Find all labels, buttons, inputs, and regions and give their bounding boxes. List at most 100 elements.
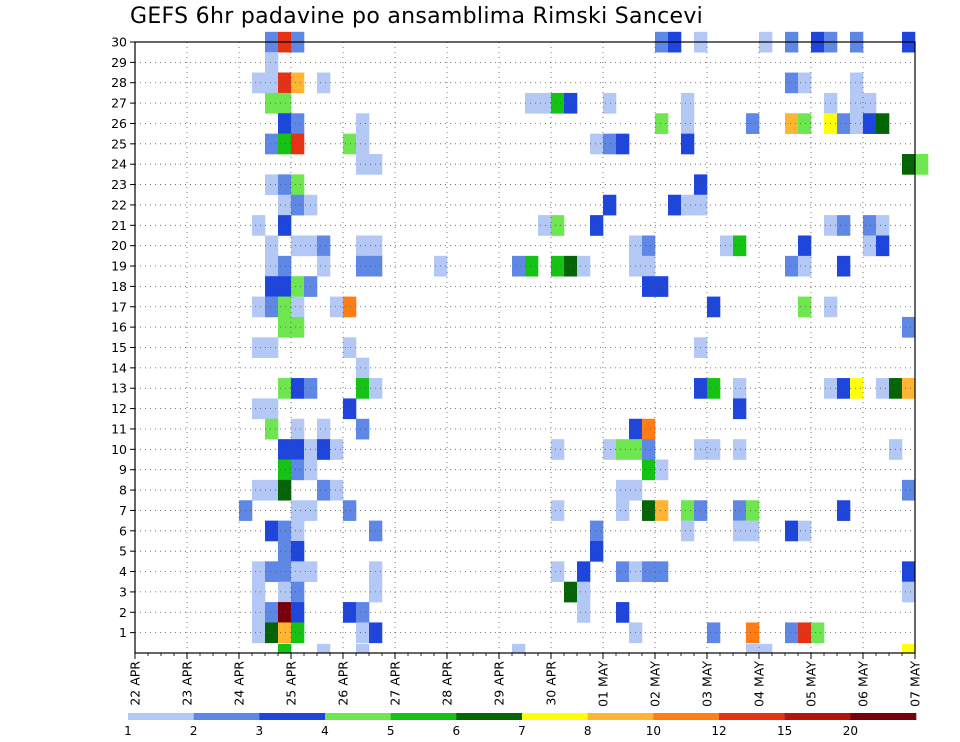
heatmap-cell <box>525 92 539 114</box>
x-tick-label: 05 MAY <box>804 661 819 707</box>
colorbar-label: 12 <box>711 724 726 738</box>
heatmap-cell <box>551 561 565 583</box>
heatmap-cell <box>785 622 799 644</box>
colorbar-swatch <box>390 713 457 720</box>
heatmap-cell <box>577 602 591 623</box>
heatmap-cell <box>252 622 266 644</box>
colorbar-swatch <box>587 713 654 720</box>
heatmap-cell <box>278 540 292 562</box>
heatmap-cell <box>278 255 292 277</box>
heatmap-cell <box>252 561 266 583</box>
heatmap-cell <box>642 439 656 460</box>
heatmap-cell <box>278 316 292 338</box>
heatmap-cell <box>746 622 760 644</box>
chart-title: GEFS 6hr padavine po ansamblima Rimski S… <box>130 4 704 29</box>
heatmap-cell <box>265 296 279 318</box>
heatmap-cell <box>616 500 630 521</box>
y-tick-label: 29 <box>111 55 127 70</box>
heatmap-cell <box>590 520 604 542</box>
heatmap-cell <box>733 378 747 399</box>
heatmap-cell <box>681 194 695 216</box>
heatmap-cell <box>291 133 305 155</box>
heatmap-cell <box>525 255 539 277</box>
heatmap-cell <box>291 378 305 399</box>
heatmap-cell <box>915 154 929 175</box>
heatmap-cell <box>551 439 565 460</box>
heatmap-cell <box>811 622 825 644</box>
heatmap-cell <box>720 235 734 257</box>
heatmap-cell <box>616 439 630 460</box>
heatmap-cell <box>577 581 591 603</box>
colorbar-label: 6 <box>453 724 461 738</box>
heatmap-cell <box>837 113 851 134</box>
heatmap-cell <box>902 479 916 501</box>
heatmap-cell <box>603 194 617 216</box>
cells-layer <box>239 31 929 654</box>
heatmap-cell <box>733 439 747 460</box>
heatmap-cell <box>356 622 370 644</box>
heatmap-cell <box>265 52 279 73</box>
heatmap-cell <box>863 235 877 257</box>
heatmap-cell <box>837 215 851 236</box>
heatmap-cell <box>343 500 357 521</box>
colorbar-label: 7 <box>518 724 526 738</box>
heatmap-cell <box>265 92 279 114</box>
heatmap-cell <box>876 113 890 134</box>
colorbar-swatch <box>784 713 851 720</box>
heatmap-cell <box>291 113 305 134</box>
heatmap-cell <box>252 337 266 358</box>
heatmap-cell <box>655 500 669 521</box>
heatmap-cell <box>252 479 266 501</box>
y-tick-label: 23 <box>111 177 127 192</box>
heatmap-cell <box>278 622 292 644</box>
heatmap-cell <box>265 276 279 297</box>
heatmap-cell <box>642 459 656 481</box>
heatmap-cell <box>876 215 890 236</box>
heatmap-cell <box>343 337 357 358</box>
heatmap-cell <box>291 581 305 603</box>
heatmap-cell <box>746 520 760 542</box>
x-tick-label: 01 MAY <box>596 661 611 707</box>
heatmap-cell <box>876 378 890 399</box>
heatmap-cell <box>655 276 669 297</box>
heatmap-cell <box>798 255 812 277</box>
heatmap-cell <box>317 72 331 94</box>
heatmap-cell <box>681 500 695 521</box>
heatmap-cell <box>265 398 279 420</box>
heatmap-cell <box>512 643 526 654</box>
heatmap-cell <box>642 276 656 297</box>
y-tick-label: 1 <box>119 625 127 640</box>
heatmap-cell <box>551 92 565 114</box>
heatmap-cell <box>291 296 305 318</box>
heatmap-cell <box>616 479 630 501</box>
heatmap-cell <box>356 418 370 440</box>
y-tick-label: 18 <box>111 279 127 294</box>
colorbar-swatch <box>193 713 260 720</box>
heatmap-cell <box>356 235 370 257</box>
heatmap-cell <box>863 92 877 114</box>
colorbar-label: 1 <box>124 724 132 738</box>
heatmap-cell <box>265 174 279 196</box>
heatmap-cell <box>356 255 370 277</box>
heatmap-cell <box>785 113 799 134</box>
heatmap-cell <box>642 418 656 440</box>
y-tick-label: 16 <box>111 320 127 335</box>
heatmap-cell <box>291 418 305 440</box>
heatmap-cell <box>837 378 851 399</box>
x-tick-label: 04 MAY <box>752 661 767 707</box>
heatmap-cell <box>265 561 279 583</box>
heatmap-cell <box>278 581 292 603</box>
y-tick-label: 25 <box>111 136 127 151</box>
heatmap-cell <box>252 602 266 623</box>
heatmap-cell <box>681 113 695 134</box>
heatmap-cell <box>733 500 747 521</box>
heatmap-cell <box>278 459 292 481</box>
y-tick-label: 21 <box>111 218 127 233</box>
heatmap-cell <box>863 215 877 236</box>
heatmap-cell <box>252 296 266 318</box>
heatmap-cell <box>356 643 370 654</box>
x-tick-label: 30 APR <box>544 661 559 706</box>
x-tick-label: 02 MAY <box>648 661 663 707</box>
heatmap-cell <box>603 92 617 114</box>
colorbar-swatch <box>259 713 326 720</box>
